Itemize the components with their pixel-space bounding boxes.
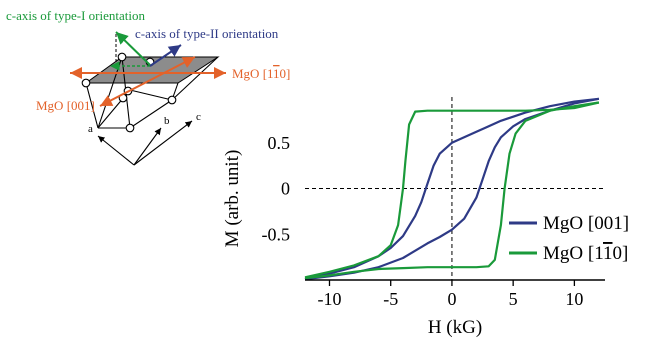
series-1-branch-0 <box>304 101 600 280</box>
x-tick-label: 5 <box>509 289 518 309</box>
atom <box>125 123 135 133</box>
axis-c-label: c <box>196 111 201 123</box>
atom <box>167 95 177 105</box>
axis-a-label: a <box>88 123 93 135</box>
x-tick-label: 10 <box>565 289 583 309</box>
orientation-diagram: c-axis of type-I orientation c-axis of t… <box>6 8 290 166</box>
curves <box>304 97 600 281</box>
legend-label: MgO [001] <box>543 213 629 234</box>
hysteresis-chart: -10 -5 0 5 10 0.50-0.5 H (kG) M (arb. unit) … <box>222 97 629 338</box>
x-ticks: -10 -5 0 5 10 <box>317 280 583 309</box>
y-tick-label: 0.5 <box>268 133 291 153</box>
y-axis-label: M (arb. unit) <box>222 150 243 248</box>
y-tick-label: -0.5 <box>262 224 291 244</box>
series-0-branch-0 <box>304 97 600 281</box>
atom <box>81 78 91 88</box>
crystal-axes <box>97 120 193 166</box>
x-tick-label: -5 <box>383 289 398 309</box>
y-ticks: 0.5 0 -0.5 <box>262 133 291 245</box>
mgo-001-arrow <box>99 56 196 107</box>
c-axis-type1-arrow <box>115 31 151 66</box>
mgo-1-10-label: MgO [110] <box>232 66 290 81</box>
y-tick-label: 0 <box>281 179 290 199</box>
x-axis-label: H (kG) <box>428 317 482 338</box>
legend-label: MgO [110] <box>543 243 628 264</box>
series-1-branch-1 <box>304 101 600 279</box>
zero-lines <box>305 97 605 280</box>
x-tick-label: 0 <box>447 289 456 309</box>
c-axis-type2-label: c-axis of type-II orientation <box>135 26 279 41</box>
x-tick-label: -10 <box>317 289 341 309</box>
legend: MgO [001] MgO [110] <box>509 213 629 264</box>
c-axis-type2-arrow <box>149 44 182 67</box>
c-axis-type1-label: c-axis of type-I orientation <box>6 8 145 23</box>
mgo-001-label: MgO [001] <box>36 98 95 113</box>
atom <box>117 52 127 62</box>
axis-b-label: b <box>164 115 170 127</box>
